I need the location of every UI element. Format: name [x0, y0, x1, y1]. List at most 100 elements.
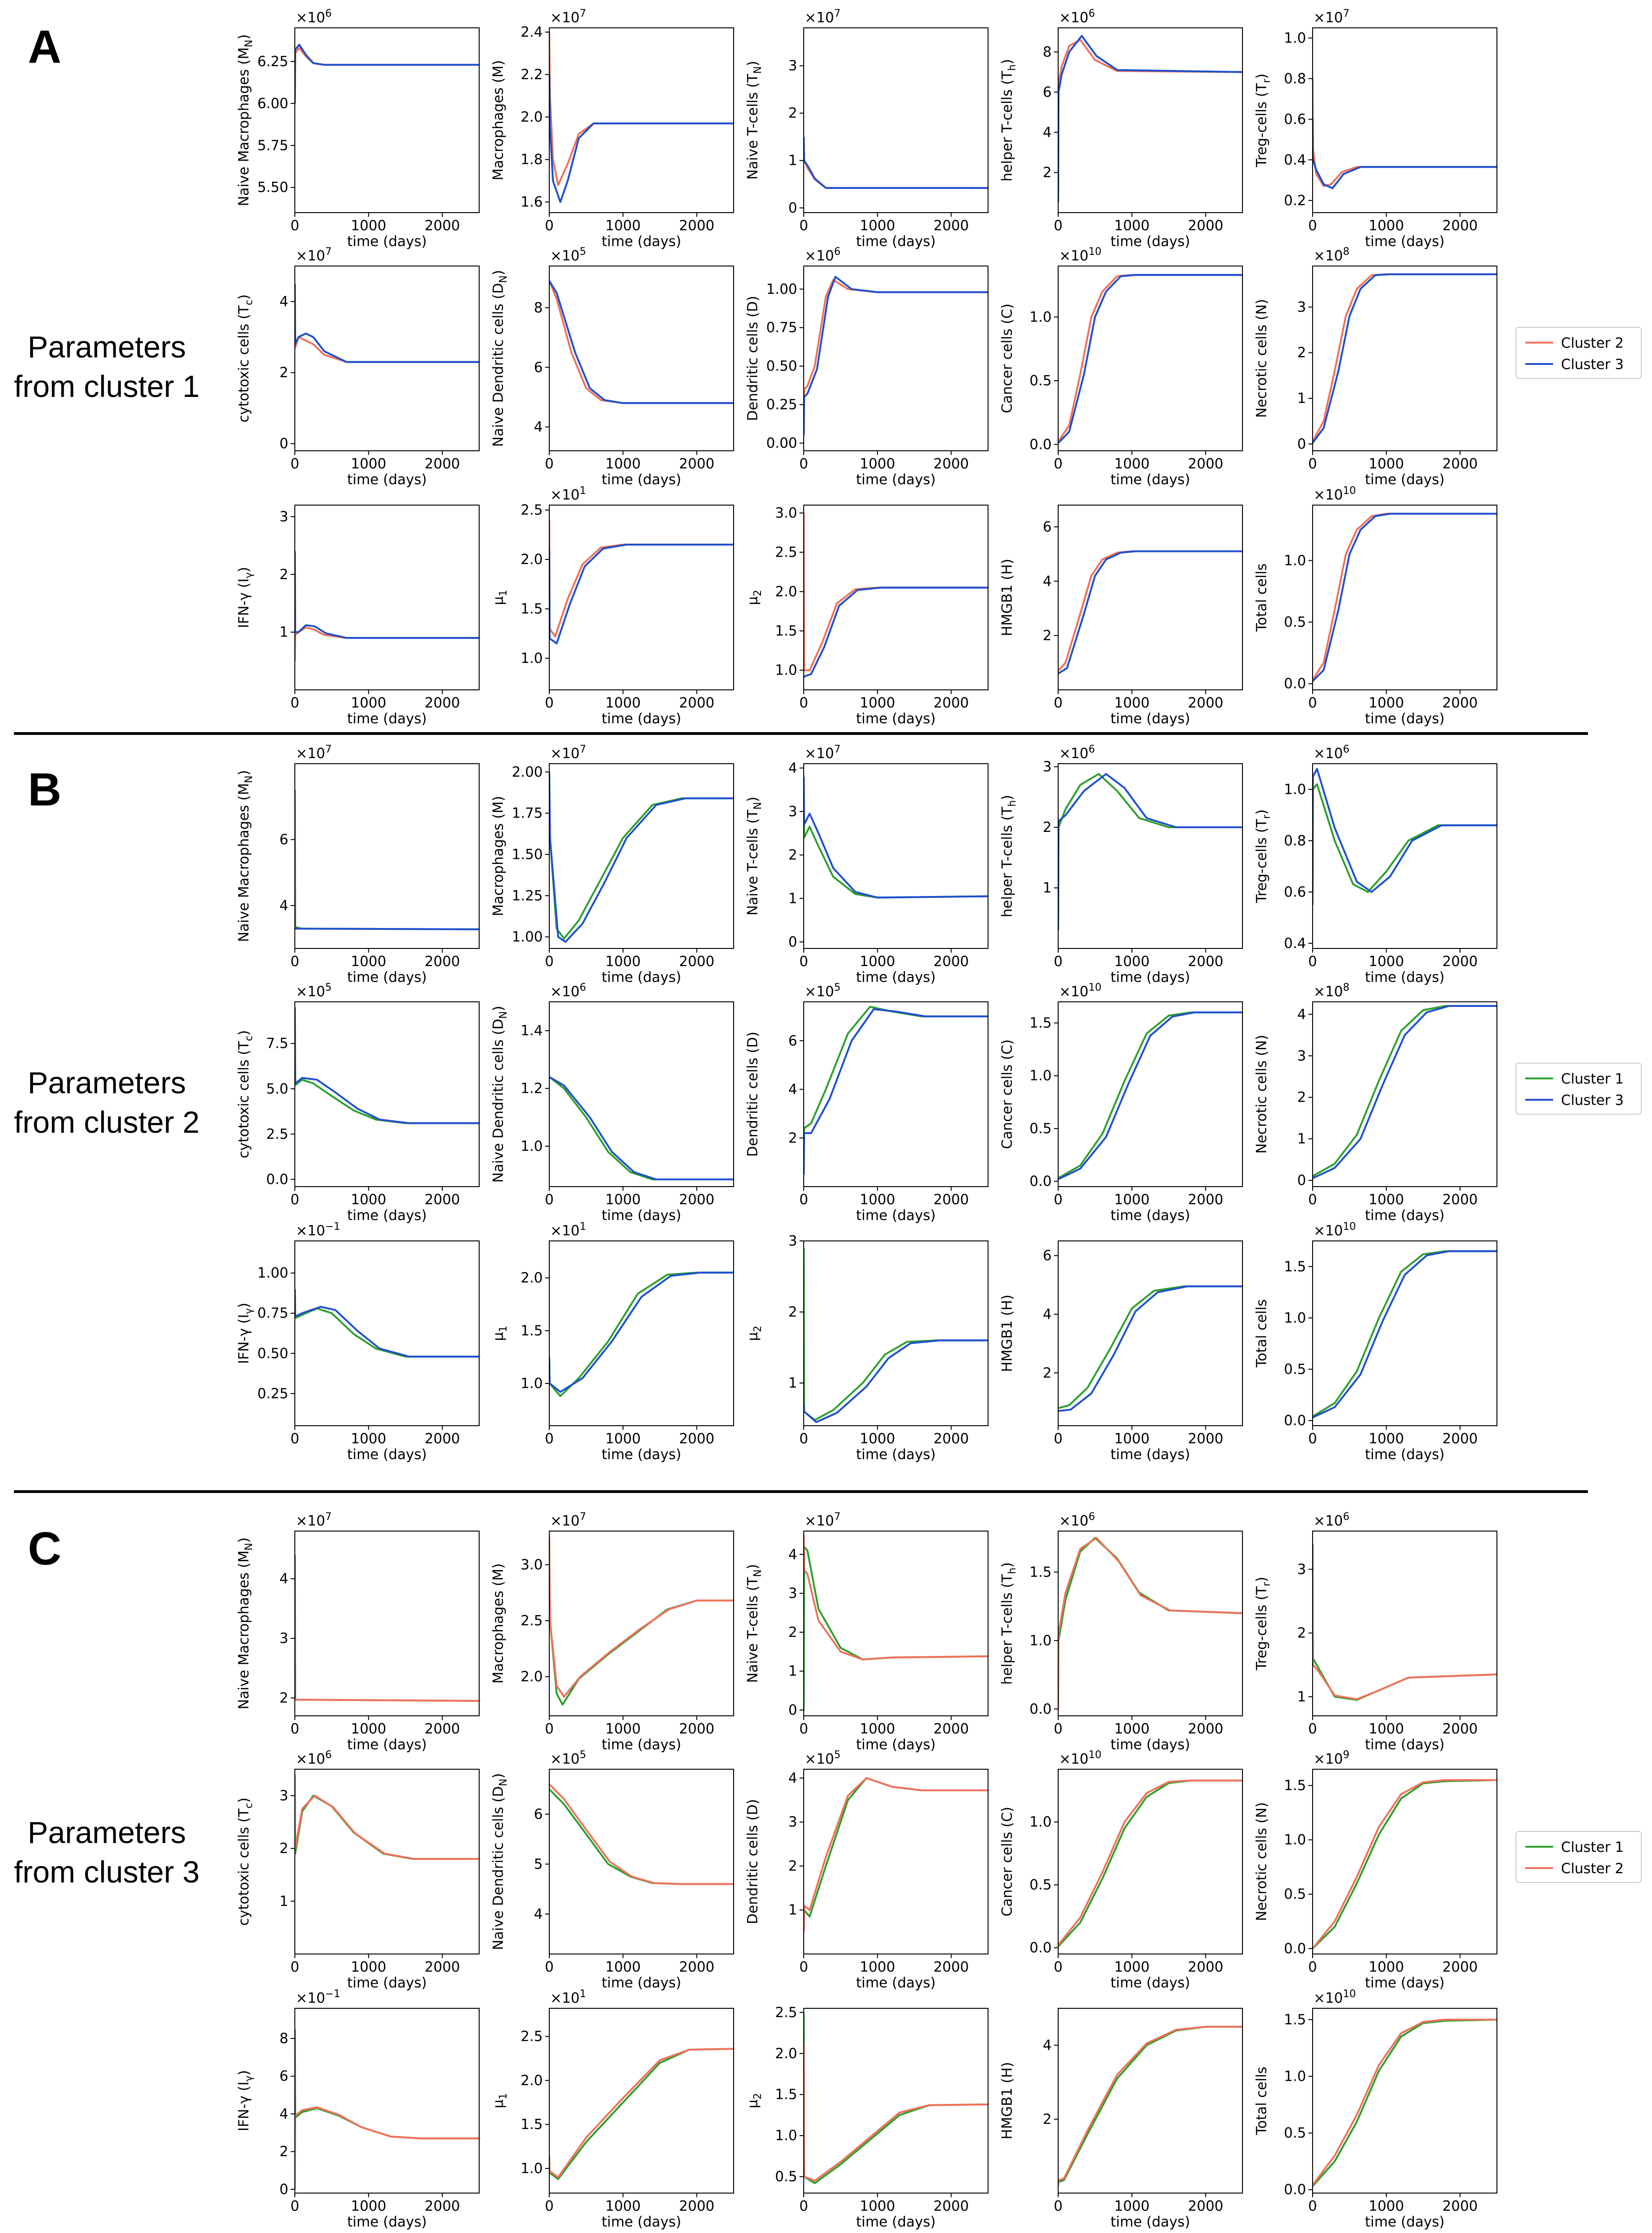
x-tick-label: 1000: [1114, 2198, 1150, 2214]
y-scale-multiplier: ×1010: [1314, 1221, 1356, 1239]
y-axis-label: Naive Macrophages (MN​): [236, 770, 255, 942]
series-line-cluster-3: [804, 586, 988, 679]
series-line-cluster-1: [1313, 2019, 1497, 2187]
y-tick-label: 2.0: [520, 552, 543, 568]
series-line-cluster-3: [549, 1076, 734, 1181]
y-scale-multiplier: ×105: [550, 1749, 586, 1767]
x-tick-label: 1000: [1114, 1721, 1150, 1737]
y-tick-label: 1: [788, 890, 797, 907]
x-tick-label: 2000: [679, 695, 714, 711]
y-tick-label: 0.5: [775, 2169, 797, 2185]
x-tick-label: 0: [290, 1431, 299, 1447]
y-tick-label: 1.0: [520, 2161, 543, 2177]
y-axis-label: μ2​: [745, 2093, 764, 2108]
y-tick-label: 2.5: [775, 2005, 797, 2021]
y-scale-multiplier: ×107: [550, 8, 586, 26]
x-tick-label: 0: [1308, 2198, 1317, 2214]
y-scale-multiplier: ×109: [1314, 1749, 1349, 1767]
y-tick-label: 0.75: [257, 1305, 288, 1322]
y-tick-label: 0.5: [1029, 373, 1052, 389]
y-tick-label: 1.5: [520, 2116, 543, 2133]
series-line-cluster-2: [1313, 1779, 1497, 1949]
series-line-cluster-2: [549, 519, 734, 638]
y-tick-label: 2.0: [775, 584, 797, 600]
x-tick-label: 0: [799, 1959, 808, 1975]
y-scale-multiplier: ×1010: [1314, 1988, 1356, 2006]
x-tick-label: 2000: [933, 1721, 969, 1737]
x-tick-label: 2000: [1188, 456, 1223, 472]
y-tick-label: 2.0: [520, 109, 543, 125]
y-axis-label: μ2​: [745, 590, 764, 605]
x-tick-label: 0: [1308, 456, 1317, 472]
x-axis-label: time (days): [1111, 1737, 1190, 1753]
y-tick-label: 1: [788, 1902, 797, 1918]
x-tick-label: 2000: [933, 2198, 969, 2214]
y-tick-label: 0.5: [1284, 614, 1306, 630]
y-tick-label: 3: [1297, 1561, 1306, 1577]
y-scale-multiplier: ×1010: [1059, 246, 1101, 264]
x-axis-label: time (days): [602, 1447, 682, 1463]
plot-frame: [1058, 27, 1243, 213]
plot-frame: [1058, 1531, 1243, 1716]
x-tick-label: 1000: [860, 2198, 895, 2214]
y-tick-label: 1.0: [1284, 552, 1306, 569]
x-tick-label: 1000: [605, 1721, 641, 1737]
y-tick-label: 6: [534, 359, 543, 376]
plot-frame: [1058, 1769, 1243, 1954]
x-axis-label: time (days): [347, 472, 427, 488]
y-scale-multiplier: ×107: [805, 1511, 840, 1529]
y-axis-label: Cancer cells (C): [999, 1807, 1015, 1916]
series-line-cluster-2: [1313, 1569, 1497, 1701]
x-axis-label: time (days): [856, 969, 936, 986]
y-tick-label: 3: [788, 1585, 797, 1602]
y-tick-label: 3.0: [775, 505, 797, 521]
y-tick-label: 1: [788, 1663, 797, 1680]
x-tick-label: 2000: [424, 456, 460, 472]
x-tick-label: 1000: [860, 218, 895, 234]
series-line-cluster-1: [804, 1248, 988, 1421]
plot-frame: [294, 2008, 480, 2194]
x-tick-label: 0: [545, 1721, 553, 1737]
y-tick-label: 1.8: [520, 152, 543, 168]
y-tick-label: 0.5: [1284, 1361, 1306, 1377]
y-tick-label: 2.5: [266, 1126, 288, 1142]
plot-frame: [1312, 1769, 1497, 1954]
x-tick-label: 0: [290, 1721, 299, 1737]
series-line-cluster-3: [1058, 1285, 1242, 1412]
series-line-cluster-3: [1313, 513, 1497, 682]
plot-frame: [1312, 505, 1497, 690]
y-scale-multiplier: ×1010: [1059, 1749, 1101, 1767]
y-axis-label: helper T-cells (Th​): [999, 795, 1018, 917]
y-tick-label: 1.4: [520, 1023, 543, 1039]
y-scale-multiplier: ×107: [1314, 8, 1349, 26]
series-line-cluster-2: [1058, 1537, 1242, 1709]
y-tick-label: 1.5: [1029, 1564, 1052, 1580]
series-line-cluster-3: [1058, 35, 1242, 203]
y-tick-label: 1.5: [1284, 2012, 1306, 2028]
y-tick-label: 2.5: [520, 1613, 543, 1629]
x-axis-label: time (days): [602, 1975, 682, 1991]
x-tick-label: 1000: [1114, 1959, 1150, 1975]
y-axis-label: Naive Dendritic cells (DN​): [490, 1006, 509, 1182]
x-tick-label: 1000: [351, 1721, 386, 1737]
x-tick-label: 2000: [424, 2198, 460, 2214]
x-axis-label: time (days): [1111, 2214, 1190, 2230]
y-tick-label: 1.0: [1284, 30, 1306, 46]
x-tick-label: 1000: [351, 954, 386, 970]
plot-frame: [294, 266, 480, 451]
plot-frame: [1312, 266, 1497, 451]
plot-frame: [549, 505, 734, 690]
y-axis-label: Treg-cells (Tr​): [1254, 809, 1273, 903]
y-tick-label: 2: [280, 1690, 288, 1706]
x-tick-label: 0: [1054, 1431, 1062, 1447]
y-tick-label: 3: [1297, 1048, 1306, 1064]
y-tick-label: 1.0: [1284, 1310, 1306, 1326]
panel-b-label-line1: Parameters: [27, 1065, 186, 1100]
plot-frame: [549, 1531, 734, 1716]
